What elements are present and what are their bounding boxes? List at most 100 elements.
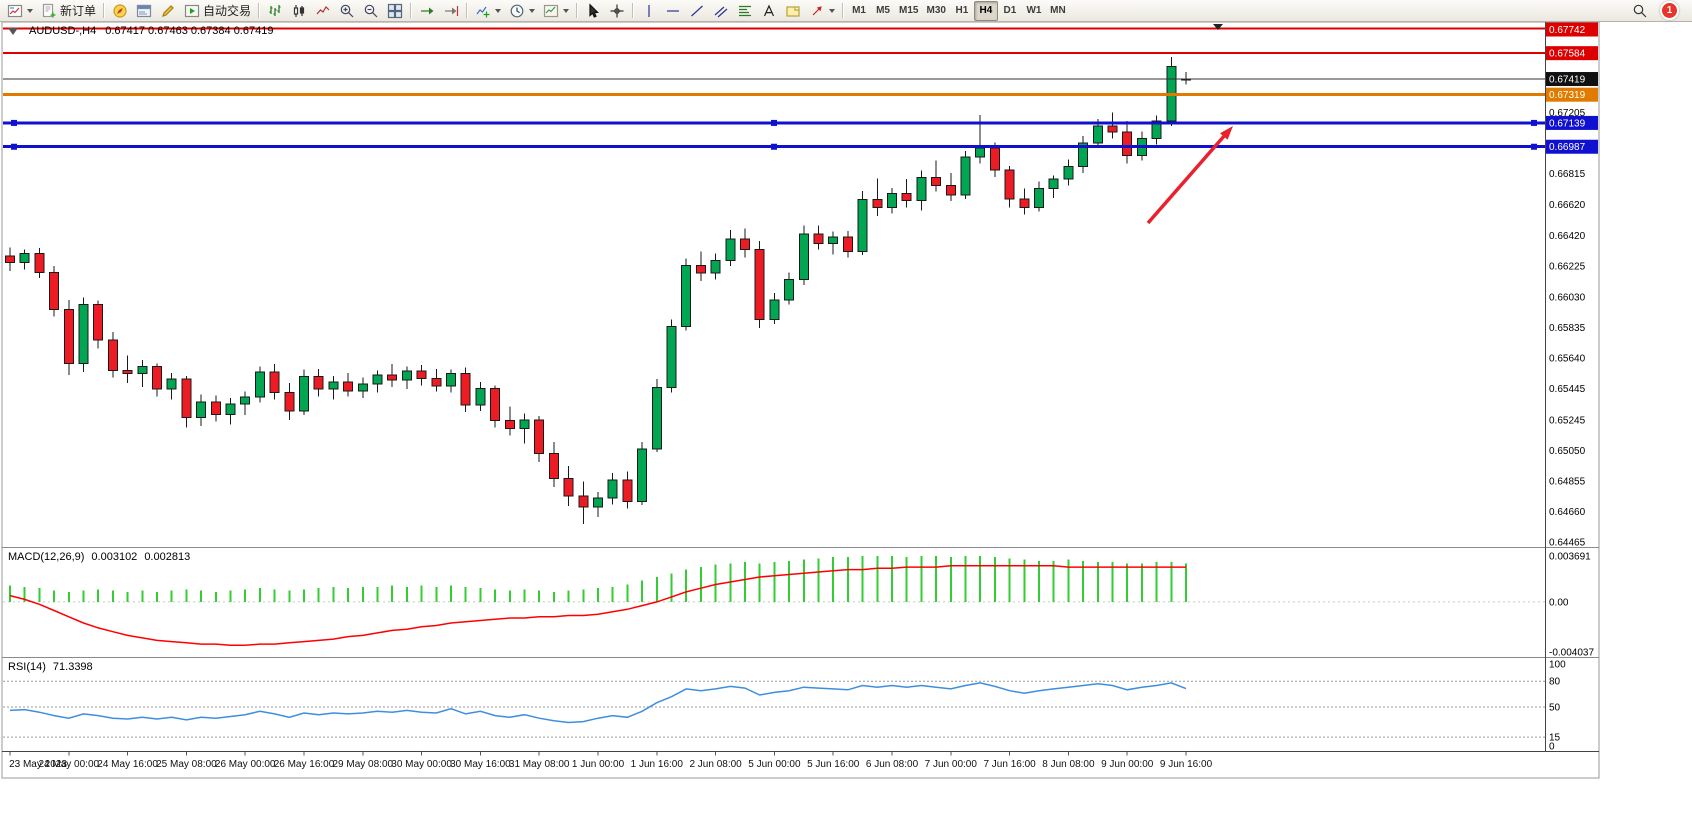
price-label-box (1546, 72, 1598, 87)
trendline-icon (691, 5, 703, 16)
macd-axis-label: 0.003691 (1549, 552, 1591, 563)
horizontal-line-067584[interactable]: 0.67584 (3, 46, 1598, 61)
candlestick-chart-button[interactable] (287, 1, 311, 21)
horizontal-line-067742[interactable]: 0.67742 (3, 22, 1598, 37)
price-tick-label: 0.66225 (1549, 262, 1586, 273)
autotrade-play-icon (184, 4, 200, 17)
cursor-button[interactable] (581, 1, 605, 21)
candle-body (19, 253, 30, 263)
price-label-text: 0.67419 (1549, 75, 1586, 86)
periods-button[interactable] (505, 1, 539, 21)
bar-chart-icon (269, 4, 281, 16)
price-tick-label: 0.66815 (1549, 169, 1586, 180)
trend-arrow[interactable] (1146, 126, 1233, 225)
candle-body (769, 299, 780, 320)
indicators-plus-icon (476, 6, 490, 17)
timeframe-d1-button[interactable]: D1 (998, 1, 1022, 21)
horizontal-line-067319[interactable]: 0.67319 (3, 87, 1598, 102)
macd-axis-label: -0.004037 (1549, 648, 1594, 659)
timeframe-h1-button[interactable]: H1 (950, 1, 974, 21)
search-button[interactable] (1628, 1, 1652, 21)
trend-arrow-head[interactable] (1220, 126, 1233, 140)
trend-arrow-shaft[interactable] (1146, 133, 1227, 225)
zoom-out-button[interactable] (359, 1, 383, 21)
vertical-line-tool-button[interactable] (637, 1, 661, 21)
notification-badge[interactable]: 1 (1660, 1, 1679, 20)
one-click-trading-icon[interactable] (8, 27, 18, 35)
candle-body (5, 255, 15, 263)
shift-end-marker[interactable] (1213, 24, 1223, 30)
tile-windows-button[interactable] (383, 1, 407, 21)
line-handle[interactable] (1531, 143, 1537, 150)
rsi-label: RSI(14) (8, 661, 46, 673)
chart-ohlc-header: AUDUSD-,H4 0.67417 0.67463 0.67384 0.674… (8, 25, 273, 37)
candle-body (1151, 120, 1162, 139)
chart-shift-button[interactable] (439, 1, 463, 21)
line-handle[interactable] (11, 119, 17, 126)
price-tick-label: 0.65640 (1549, 353, 1586, 364)
price-label-text: 0.67584 (1549, 49, 1586, 60)
timeframe-w1-button[interactable]: W1 (1022, 1, 1046, 21)
candle-body (152, 366, 162, 390)
candle-body (945, 184, 956, 196)
candle-body (828, 236, 839, 244)
candle-body (1078, 142, 1089, 168)
line-chart-button[interactable] (311, 1, 335, 21)
candle-body (813, 233, 824, 244)
time-tick-label: 30 May 00:00 (391, 759, 452, 770)
candle-body (34, 253, 45, 273)
timeframe-m5-button[interactable]: M5 (871, 1, 895, 21)
fibonacci-button[interactable] (733, 1, 757, 21)
bar-chart-button[interactable] (263, 1, 287, 21)
autotrade-label: 自动交易 (203, 4, 252, 18)
line-handle[interactable] (771, 143, 777, 150)
candle-body (504, 420, 515, 429)
rsi-axis-label: 100 (1549, 660, 1566, 671)
new-order-button[interactable]: 新订单 (37, 1, 100, 21)
candle-body (49, 271, 60, 310)
horizontal-line-tool-button[interactable] (661, 1, 685, 21)
fibonacci-icon (739, 5, 752, 16)
new-chart-button[interactable] (3, 1, 37, 21)
timeframe-h4-button[interactable]: H4 (973, 0, 998, 21)
line-handle[interactable] (771, 119, 777, 126)
candle-body (901, 192, 912, 201)
line-handle[interactable] (11, 143, 17, 150)
timeframe-m1-button[interactable]: M1 (847, 1, 871, 21)
navigator-button[interactable] (108, 1, 132, 21)
price-label-text: 0.67742 (1549, 25, 1586, 36)
text-tool-button[interactable] (757, 1, 781, 21)
text-label-button[interactable] (781, 1, 805, 21)
candlestick-series (5, 56, 1191, 525)
price-tick-label: 0.64855 (1549, 476, 1586, 487)
crosshair-icon (610, 4, 624, 17)
trendline-tool-button[interactable] (685, 1, 709, 21)
cursor-arrow-icon (589, 2, 599, 18)
timeframe-mn-button[interactable]: MN (1046, 1, 1070, 21)
line-handle[interactable] (1531, 119, 1537, 126)
templates-button[interactable] (539, 1, 573, 21)
candle-body (637, 448, 648, 502)
arrows-tool-button[interactable] (805, 1, 839, 21)
terminal-button[interactable] (132, 1, 156, 21)
timeframe-m30-button[interactable]: M30 (922, 1, 949, 21)
horizontal-line-066987[interactable]: 0.66987 (3, 139, 1598, 154)
price-axis[interactable]: 0.67205 0.66815 0.66620 0.66420 0.66225 0.660… (1549, 108, 1586, 549)
time-tick-label: 9 Jun 16:00 (1160, 759, 1213, 770)
price-tick-label: 0.66620 (1549, 200, 1586, 211)
auto-scroll-button[interactable] (415, 1, 439, 21)
macd-label: MACD(12,26,9) (8, 551, 85, 563)
timeframe-m15-button[interactable]: M15 (895, 1, 922, 21)
equidistant-channel-button[interactable] (709, 1, 733, 21)
metaeditor-button[interactable] (156, 1, 180, 21)
candle-body (710, 260, 721, 274)
autotrade-button[interactable]: 自动交易 (180, 1, 255, 21)
crosshair-button[interactable] (605, 1, 629, 21)
candle-body (284, 391, 295, 412)
price-tick-label: 0.65835 (1549, 323, 1586, 334)
zoom-in-button[interactable] (335, 1, 359, 21)
horizontal-line-067139[interactable]: 0.67139 (3, 115, 1598, 130)
indicators-button[interactable] (471, 1, 505, 21)
